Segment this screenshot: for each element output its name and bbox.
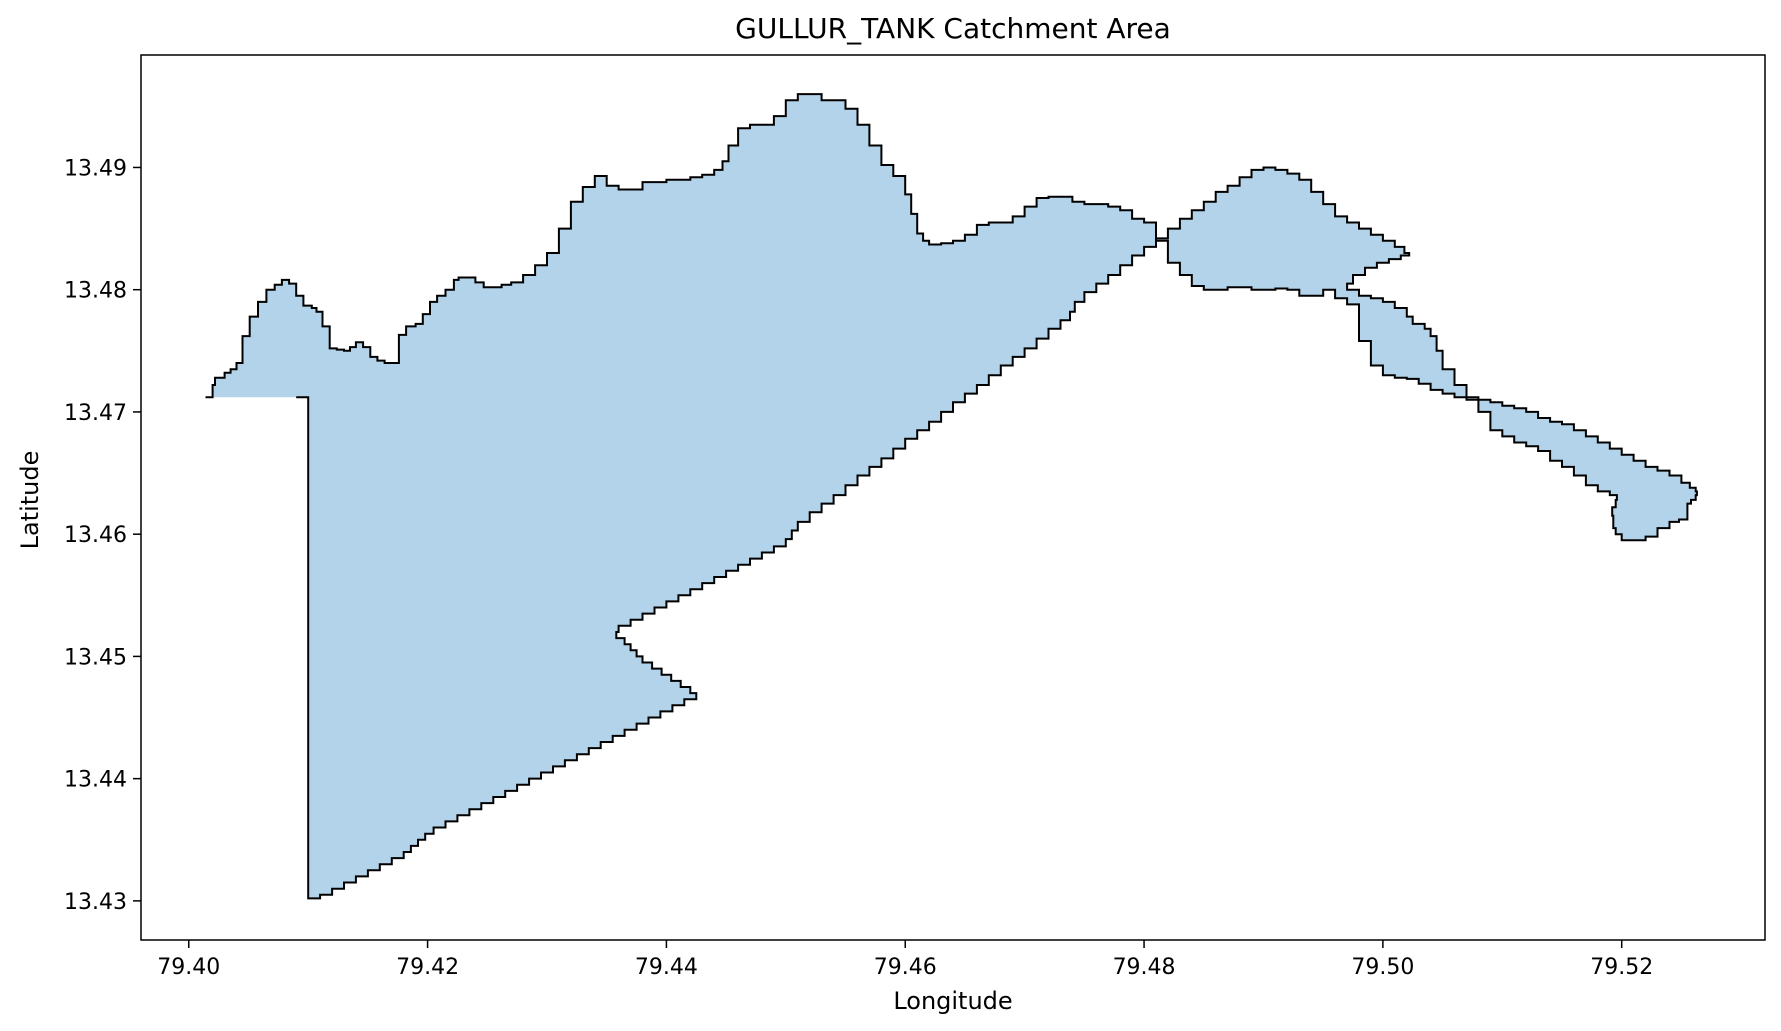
plot-area [140,54,1766,941]
x-tick-label: 79.42 [396,955,459,980]
x-tick-label: 79.50 [1351,955,1414,980]
y-tick-label: 13.48 [64,279,127,304]
x-tick-label: 79.40 [157,955,220,980]
y-tick-label: 13.45 [64,645,127,670]
x-tick-label: 79.46 [874,955,937,980]
x-tick-label: 79.48 [1113,955,1176,980]
x-axis-label: Longitude [893,987,1012,1015]
y-tick-label: 13.43 [64,890,127,915]
x-axis-ticks: 79.40 79.42 79.44 79.46 79.48 79.50 79.52 [157,940,1653,980]
plot-frame [140,54,1766,941]
catchment-polygon [205,93,1698,900]
y-axis-label: Latitude [16,451,44,550]
chart-title: GULLUR_TANK Catchment Area [735,12,1171,45]
x-tick-label: 79.52 [1590,955,1653,980]
y-axis-ticks: 13.43 13.44 13.45 13.46 13.47 13.48 13.49 [64,156,141,915]
y-tick-label: 13.46 [64,523,127,548]
y-tick-label: 13.47 [64,401,127,426]
y-tick-label: 13.44 [64,768,127,793]
y-tick-label: 13.49 [64,156,127,181]
x-tick-label: 79.44 [635,955,698,980]
